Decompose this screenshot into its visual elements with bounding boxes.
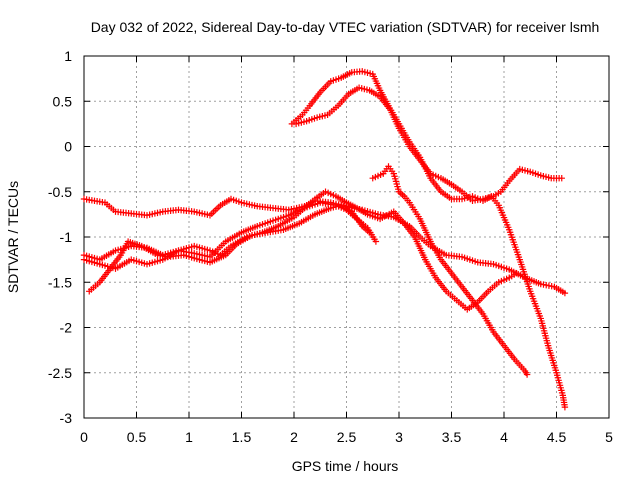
x-tick-label: 4.5 (547, 429, 567, 445)
x-tick-label: 2.5 (337, 429, 357, 445)
data-point (561, 289, 569, 297)
y-tick-label: -1.5 (48, 274, 72, 290)
x-axis-label: GPS time / hours (292, 458, 399, 474)
series-track-d (86, 202, 373, 295)
x-tick-label: 3.5 (442, 429, 462, 445)
data-point (561, 403, 569, 411)
data-series (80, 68, 569, 411)
data-point (366, 229, 373, 236)
x-tick-label: 0 (80, 429, 88, 445)
series-track-g (369, 163, 531, 378)
x-tick-label: 4 (500, 429, 508, 445)
series-track-c (80, 188, 520, 313)
x-tick-label: 5 (605, 429, 613, 445)
x-tick-label: 1.5 (232, 429, 252, 445)
y-tick-label: 0 (64, 139, 72, 155)
x-tick-label: 1 (185, 429, 193, 445)
axis-ticks: 0 0.5 1 1.5 2 2.5 3 3.5 4 4.5 5 1 0.5 0 -0.5 -1 -1.5 -2 -2… (48, 48, 613, 445)
y-axis-label: SDTVAR / TECUs (5, 181, 21, 293)
y-tick-label: 0.5 (53, 93, 73, 109)
y-tick-label: -0.5 (48, 184, 72, 200)
x-tick-label: 2 (290, 429, 298, 445)
y-tick-label: -2 (60, 320, 73, 336)
x-tick-label: 3 (395, 429, 403, 445)
y-tick-label: -1 (60, 229, 73, 245)
series-track-f (292, 84, 565, 204)
y-tick-label: 1 (64, 48, 72, 64)
chart-title: Day 032 of 2022, Sidereal Day-to-day VTE… (91, 19, 600, 35)
data-point (558, 174, 565, 182)
data-point (372, 238, 380, 245)
data-point (513, 270, 520, 277)
data-point (523, 371, 531, 378)
y-tick-label: -3 (60, 410, 73, 426)
y-tick-label: -2.5 (48, 365, 72, 381)
x-tick-label: 0.5 (127, 429, 147, 445)
grid (84, 56, 609, 418)
